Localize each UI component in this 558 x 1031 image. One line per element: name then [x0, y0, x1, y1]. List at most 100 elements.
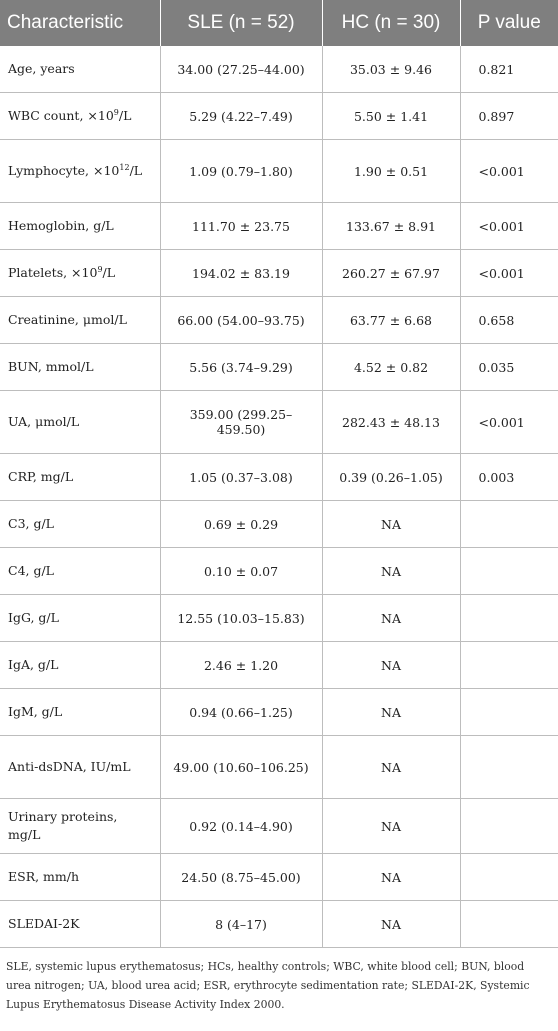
- header-characteristic: Characteristic: [0, 0, 161, 46]
- cell-p-value: 0.821: [460, 46, 558, 93]
- table-row: IgM, g/L 0.94 (0.66–1.25) NA: [0, 688, 558, 736]
- cell-p-value: <0.001: [460, 202, 558, 250]
- cell-p-value: 0.658: [460, 296, 558, 344]
- cell-hc: 282.43 ± 48.13: [322, 390, 461, 454]
- table-row: IgA, g/L 2.46 ± 1.20 NA: [0, 641, 558, 689]
- cell-hc: 63.77 ± 6.68: [322, 296, 461, 344]
- table-row: C4, g/L 0.10 ± 0.07 NA: [0, 547, 558, 595]
- cell-characteristic: Hemoglobin, g/L: [0, 202, 161, 250]
- table-row: Lymphocyte, ×1012/L 1.09 (0.79–1.80) 1.9…: [0, 139, 558, 203]
- table-footnote: SLE, systemic lupus erythematosus; HCs, …: [6, 960, 530, 1011]
- label-unit: /L: [118, 108, 132, 123]
- cell-characteristic: ESR, mm/h: [0, 853, 161, 901]
- cell-sle: 12.55 (10.03–15.83): [160, 594, 323, 642]
- cell-p-value: [460, 688, 558, 736]
- cell-sle: 0.92 (0.14–4.90): [160, 798, 323, 854]
- label-unit: /L: [129, 163, 143, 178]
- table-row: Platelets, ×109/L 194.02 ± 83.19 260.27 …: [0, 249, 558, 297]
- cell-sle: 1.05 (0.37–3.08): [160, 453, 323, 501]
- table-row: BUN, mmol/L 5.56 (3.74–9.29) 4.52 ± 0.82…: [0, 343, 558, 391]
- cell-hc: NA: [322, 547, 461, 595]
- table-row: IgG, g/L 12.55 (10.03–15.83) NA: [0, 594, 558, 642]
- cell-characteristic: Creatinine, μmol/L: [0, 296, 161, 344]
- cell-hc: 0.39 (0.26–1.05): [322, 453, 461, 501]
- cell-hc: 1.90 ± 0.51: [322, 139, 461, 203]
- header-p-value: P value: [460, 0, 558, 46]
- cell-hc: 5.50 ± 1.41: [322, 92, 461, 140]
- cell-characteristic: IgM, g/L: [0, 688, 161, 736]
- cell-p-value: [460, 798, 558, 854]
- cell-p-value: <0.001: [460, 249, 558, 297]
- cell-hc: NA: [322, 641, 461, 689]
- header-sle: SLE (n = 52): [160, 0, 323, 46]
- cell-sle: 359.00 (299.25–459.50): [160, 390, 323, 454]
- cell-sle: 111.70 ± 23.75: [160, 202, 323, 250]
- cell-characteristic: Platelets, ×109/L: [0, 249, 161, 297]
- label-unit: /L: [102, 265, 116, 280]
- characteristics-table: Characteristic SLE (n = 52) HC (n = 30) …: [0, 0, 558, 948]
- table-header-row: Characteristic SLE (n = 52) HC (n = 30) …: [0, 0, 558, 46]
- header-hc: HC (n = 30): [322, 0, 461, 46]
- cell-p-value: <0.001: [460, 390, 558, 454]
- cell-characteristic: Urinary proteins, mg/L: [0, 798, 161, 854]
- cell-hc: 260.27 ± 67.97: [322, 249, 461, 297]
- table-row: Anti-dsDNA, IU/mL 49.00 (10.60–106.25) N…: [0, 735, 558, 799]
- table-row: Age, years 34.00 (27.25–44.00) 35.03 ± 9…: [0, 46, 558, 93]
- cell-characteristic: SLEDAI-2K: [0, 900, 161, 948]
- cell-p-value: [460, 500, 558, 548]
- cell-p-value: <0.001: [460, 139, 558, 203]
- cell-hc: 35.03 ± 9.46: [322, 46, 461, 93]
- cell-sle: 24.50 (8.75–45.00): [160, 853, 323, 901]
- cell-p-value: [460, 547, 558, 595]
- label-superscript: 9: [113, 107, 119, 117]
- cell-characteristic: C3, g/L: [0, 500, 161, 548]
- cell-hc: NA: [322, 594, 461, 642]
- cell-hc: NA: [322, 798, 461, 854]
- label-superscript: 9: [97, 264, 103, 274]
- cell-sle: 1.09 (0.79–1.80): [160, 139, 323, 203]
- cell-hc: 133.67 ± 8.91: [322, 202, 461, 250]
- label-text: WBC count, ×10: [8, 108, 114, 123]
- cell-characteristic: IgG, g/L: [0, 594, 161, 642]
- cell-hc: NA: [322, 500, 461, 548]
- cell-p-value: [460, 594, 558, 642]
- table-row: WBC count, ×109/L 5.29 (4.22–7.49) 5.50 …: [0, 92, 558, 140]
- cell-characteristic: IgA, g/L: [0, 641, 161, 689]
- cell-p-value: [460, 641, 558, 689]
- table-row: Creatinine, μmol/L 66.00 (54.00–93.75) 6…: [0, 296, 558, 344]
- table-row: SLEDAI-2K 8 (4–17) NA: [0, 900, 558, 948]
- cell-sle: 0.69 ± 0.29: [160, 500, 323, 548]
- cell-characteristic: Anti-dsDNA, IU/mL: [0, 735, 161, 799]
- table-row: CRP, mg/L 1.05 (0.37–3.08) 0.39 (0.26–1.…: [0, 453, 558, 501]
- cell-sle: 34.00 (27.25–44.00): [160, 46, 323, 93]
- cell-p-value: [460, 900, 558, 948]
- cell-hc: NA: [322, 735, 461, 799]
- cell-characteristic: BUN, mmol/L: [0, 343, 161, 391]
- cell-sle: 8 (4–17): [160, 900, 323, 948]
- label-superscript: 12: [119, 162, 130, 172]
- cell-hc: 4.52 ± 0.82: [322, 343, 461, 391]
- label-text: Platelets, ×10: [8, 265, 98, 280]
- cell-sle: 0.94 (0.66–1.25): [160, 688, 323, 736]
- cell-sle: 5.29 (4.22–7.49): [160, 92, 323, 140]
- table-row: ESR, mm/h 24.50 (8.75–45.00) NA: [0, 853, 558, 901]
- cell-hc: NA: [322, 688, 461, 736]
- cell-sle: 2.46 ± 1.20: [160, 641, 323, 689]
- cell-characteristic: C4, g/L: [0, 547, 161, 595]
- table-row: Hemoglobin, g/L 111.70 ± 23.75 133.67 ± …: [0, 202, 558, 250]
- table-row: UA, μmol/L 359.00 (299.25–459.50) 282.43…: [0, 390, 558, 454]
- cell-characteristic: CRP, mg/L: [0, 453, 161, 501]
- label-text: Lymphocyte, ×10: [8, 163, 120, 178]
- cell-hc: NA: [322, 900, 461, 948]
- cell-characteristic: Lymphocyte, ×1012/L: [0, 139, 161, 203]
- cell-characteristic: Age, years: [0, 46, 161, 93]
- cell-p-value: 0.003: [460, 453, 558, 501]
- cell-p-value: [460, 735, 558, 799]
- cell-sle: 194.02 ± 83.19: [160, 249, 323, 297]
- cell-sle: 5.56 (3.74–9.29): [160, 343, 323, 391]
- cell-characteristic: UA, μmol/L: [0, 390, 161, 454]
- cell-hc: NA: [322, 853, 461, 901]
- cell-sle: 66.00 (54.00–93.75): [160, 296, 323, 344]
- cell-sle: 49.00 (10.60–106.25): [160, 735, 323, 799]
